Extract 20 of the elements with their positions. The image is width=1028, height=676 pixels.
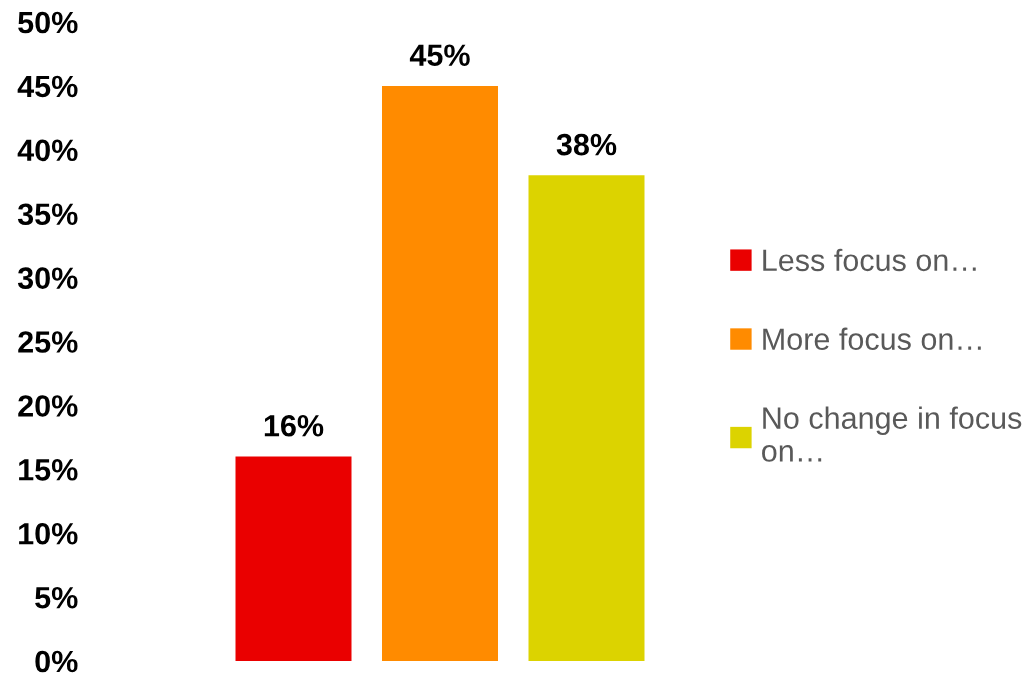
data-label: 38% [556, 133, 617, 156]
y-tick-label: 35% [17, 203, 78, 226]
y-tick-label: 5% [35, 586, 78, 609]
bar [528, 175, 645, 661]
y-tick-label: 30% [17, 267, 78, 290]
y-tick-label: 0% [35, 650, 78, 673]
legend-label: More focus on… [763, 327, 981, 351]
y-tick-label: 15% [19, 459, 78, 481]
legend-label: No change in focus on… [762, 406, 1022, 462]
y-tick-label: 50% [18, 11, 78, 34]
y-tick-label: 25% [18, 331, 78, 353]
bar [235, 456, 352, 661]
bar [382, 85, 498, 661]
y-tick-label: 10% [19, 522, 78, 545]
y-tick-label: 45% [17, 75, 78, 98]
legend-label: Less focus on… [763, 248, 976, 272]
data-label: 45% [409, 44, 470, 66]
y-tick-label: 40% [17, 139, 78, 162]
y-tick-label: 20% [18, 395, 78, 417]
data-label: 16% [264, 414, 324, 437]
